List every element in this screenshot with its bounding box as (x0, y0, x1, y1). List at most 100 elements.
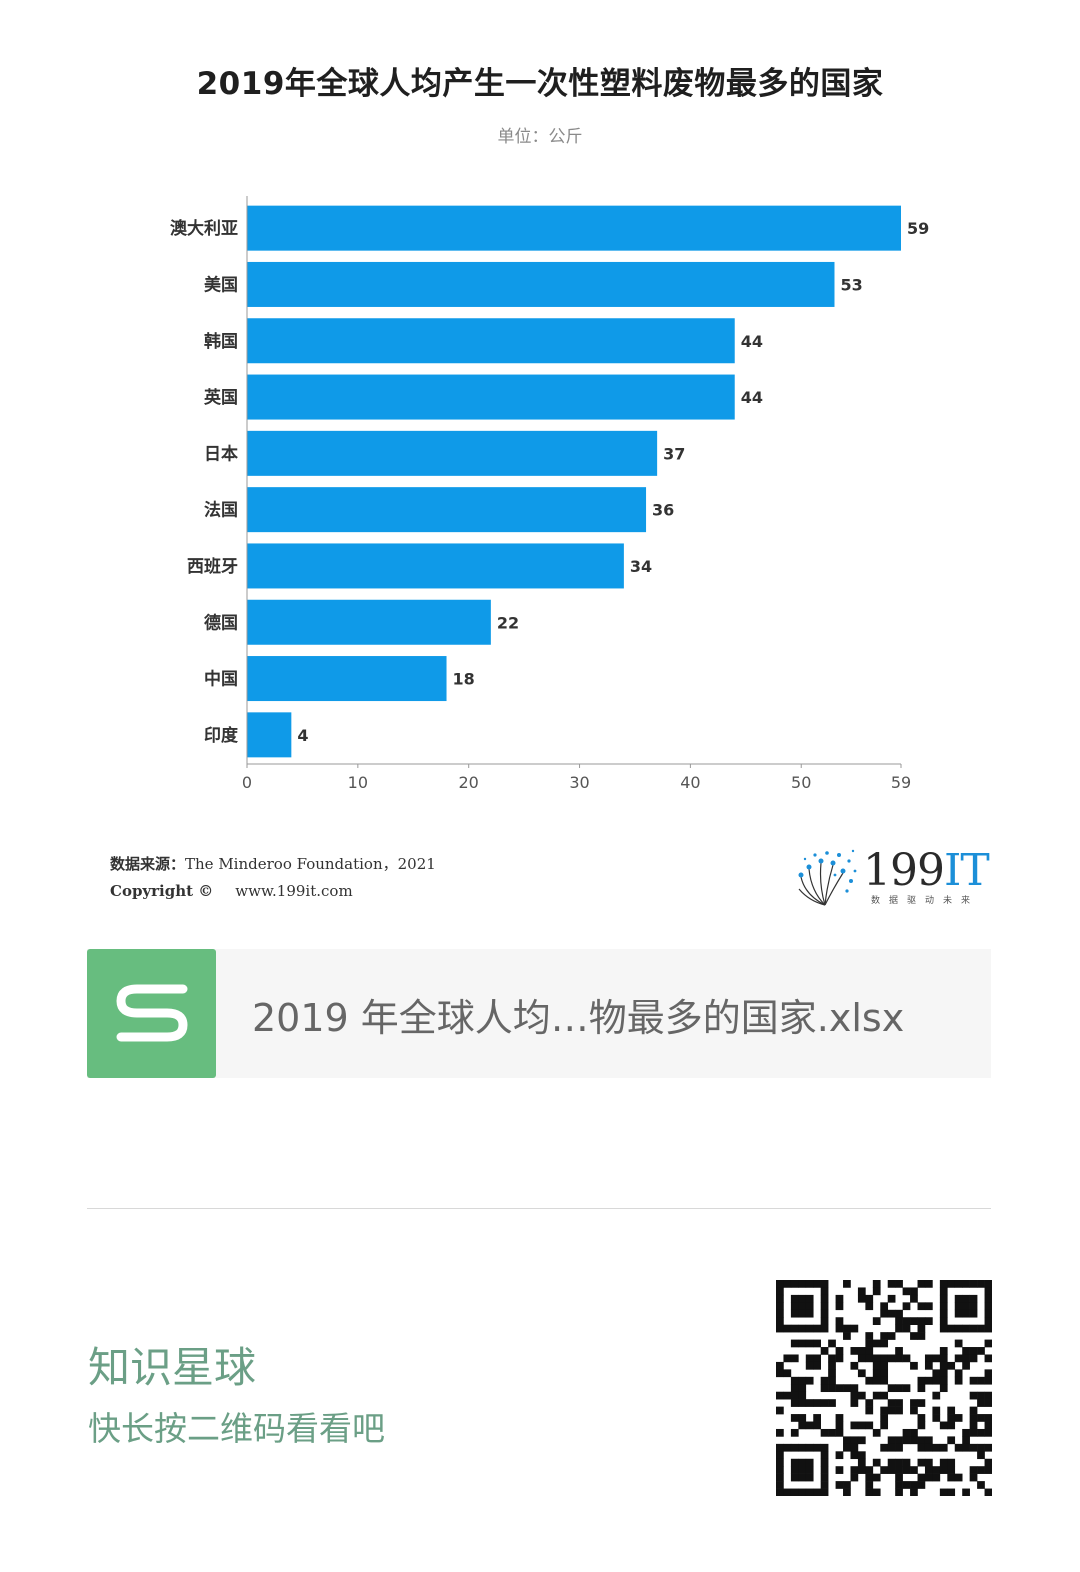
qr-module (820, 1376, 829, 1385)
qr-module (805, 1466, 814, 1474)
qr-module (910, 1287, 918, 1296)
qr-module (910, 1436, 918, 1445)
bar (247, 656, 447, 702)
qr-module (850, 1384, 859, 1393)
source-text: The Minderoo Foundation，2021 (185, 855, 436, 873)
qr-module (843, 1436, 851, 1445)
qr-module (783, 1488, 792, 1496)
data-label: 34 (630, 557, 652, 576)
qr-module (954, 1473, 963, 1482)
qr-module (984, 1376, 992, 1385)
qr-module (932, 1376, 941, 1385)
qr-module (932, 1369, 941, 1378)
qr-module (895, 1443, 903, 1452)
qr-module (790, 1458, 799, 1467)
qr-module (790, 1488, 799, 1496)
qr-module (910, 1317, 918, 1325)
qr-module (939, 1488, 948, 1496)
x-tick-label: 0 (242, 773, 252, 792)
qr-module (865, 1339, 874, 1348)
qr-module (939, 1317, 948, 1325)
qr-module (917, 1473, 926, 1482)
file-attachment-card[interactable]: 2019 年全球人均…物最多的国家.xlsx (87, 949, 991, 1078)
qr-module (939, 1458, 948, 1467)
qr-module (857, 1287, 866, 1296)
qr-module (954, 1324, 963, 1333)
qr-module (902, 1458, 911, 1467)
qr-module (813, 1421, 821, 1430)
qr-module (895, 1324, 903, 1333)
qr-module (820, 1399, 829, 1407)
qr-module (924, 1317, 933, 1325)
qr-module (939, 1376, 948, 1385)
qr-module (776, 1428, 784, 1437)
qr-module (783, 1280, 792, 1288)
qr-module (969, 1324, 978, 1333)
qr-module (977, 1414, 985, 1422)
qr-module (790, 1428, 799, 1437)
qr-module (984, 1324, 992, 1333)
qr-module (939, 1354, 948, 1363)
qr-module (828, 1428, 836, 1437)
qr-module (843, 1332, 851, 1340)
source-label: 数据来源： (110, 855, 186, 873)
qr-module (895, 1280, 903, 1288)
qr-module (939, 1294, 948, 1303)
qr-module (872, 1376, 881, 1385)
qr-module (917, 1280, 926, 1288)
qr-code-icon[interactable] (776, 1280, 992, 1496)
data-label: 44 (741, 388, 763, 407)
qr-module (887, 1354, 896, 1363)
qr-module (790, 1376, 799, 1385)
qr-module (947, 1488, 956, 1496)
qr-module (962, 1436, 970, 1445)
qr-module (895, 1488, 903, 1496)
qr-module (880, 1414, 889, 1422)
qr-module (880, 1466, 889, 1474)
qr-module (917, 1332, 926, 1340)
qr-module (850, 1466, 859, 1474)
qr-module (835, 1294, 844, 1303)
qr-module (917, 1443, 926, 1452)
qr-module (984, 1399, 992, 1407)
x-tick-label: 40 (680, 773, 700, 792)
qr-module (872, 1317, 881, 1325)
qr-module (813, 1354, 821, 1363)
qr-module (776, 1488, 784, 1496)
qr-module (805, 1280, 814, 1288)
qr-module (820, 1280, 829, 1288)
qr-module (910, 1399, 918, 1407)
qr-module (790, 1399, 799, 1407)
source-block: 数据来源：The Minderoo Foundation，2021 Copyri… (110, 853, 436, 911)
qr-module (813, 1443, 821, 1452)
qr-module (947, 1280, 956, 1288)
qr-module (917, 1436, 926, 1445)
qr-module (790, 1302, 799, 1311)
footer-title: 知识星球 (88, 1343, 257, 1392)
data-label: 4 (297, 726, 308, 745)
qr-module (798, 1376, 807, 1385)
qr-module (835, 1428, 844, 1437)
qr-module (865, 1347, 874, 1355)
qr-module (776, 1302, 784, 1311)
bar (247, 374, 735, 420)
qr-module (850, 1399, 859, 1407)
category-label: 英国 (204, 387, 238, 408)
qr-module (835, 1354, 844, 1363)
logo-199it: 199IT 数据驱动未来 (795, 845, 990, 911)
qr-module (895, 1481, 903, 1489)
qr-module (805, 1421, 814, 1430)
qr-module (887, 1309, 896, 1318)
data-label: 36 (652, 501, 674, 520)
qr-module (984, 1309, 992, 1318)
qr-module (984, 1369, 992, 1378)
qr-module (977, 1451, 985, 1460)
qr-module (954, 1376, 963, 1385)
qr-module (805, 1399, 814, 1407)
qr-module (977, 1443, 985, 1452)
category-label: 中国 (204, 669, 238, 690)
qr-module (984, 1428, 992, 1437)
qr-module (805, 1473, 814, 1482)
qr-module (969, 1391, 978, 1400)
qr-module (872, 1391, 881, 1400)
